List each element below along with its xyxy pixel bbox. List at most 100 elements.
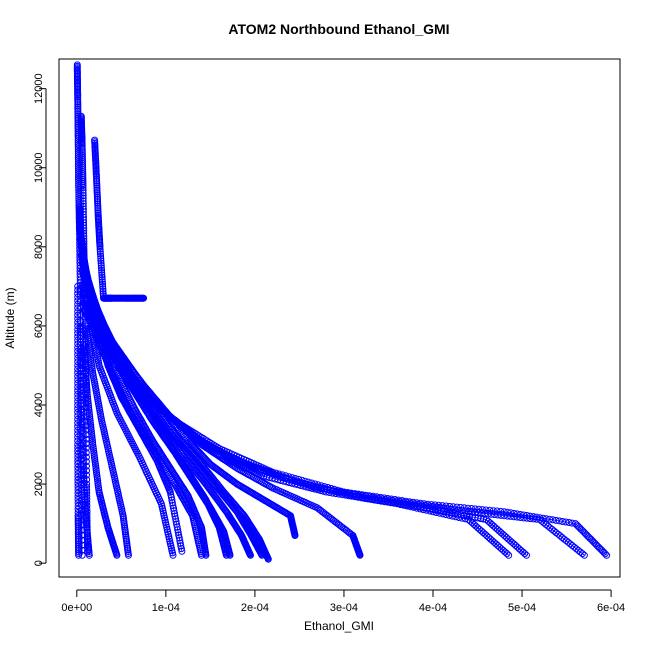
data-point <box>327 484 335 492</box>
data-point <box>74 369 82 377</box>
data-point <box>344 489 352 496</box>
y-tick-label: 6000 <box>33 314 45 338</box>
data-point <box>74 293 82 301</box>
data-point <box>75 188 83 196</box>
data-point <box>486 506 494 514</box>
data-point <box>74 509 82 516</box>
data-point <box>414 500 422 508</box>
data-point <box>482 506 490 514</box>
data-point <box>98 273 106 281</box>
data-point <box>347 489 355 497</box>
data-point <box>388 496 396 504</box>
x-tick-label: 0e+00 <box>61 602 92 614</box>
data-point <box>464 504 472 512</box>
data-point <box>77 332 84 340</box>
y-tick-label: 0 <box>33 560 45 566</box>
data-point <box>324 484 332 491</box>
data-point <box>75 190 83 198</box>
data-point <box>391 496 399 503</box>
data-point <box>83 391 91 399</box>
data-point <box>78 551 86 559</box>
data-point <box>435 501 443 509</box>
data-point <box>355 490 362 498</box>
data-point <box>75 182 83 190</box>
y-axis-label: Altitude (m) <box>3 287 17 348</box>
data-point <box>74 372 82 380</box>
data-point <box>99 283 107 290</box>
data-point <box>546 515 554 523</box>
data-point <box>96 250 104 258</box>
data-point <box>489 507 497 515</box>
data-point <box>362 491 370 499</box>
data-point <box>97 259 105 267</box>
data-point <box>99 285 107 293</box>
data-point <box>311 480 319 488</box>
data-point <box>87 421 95 429</box>
data-point <box>533 513 541 521</box>
data-point <box>98 278 106 286</box>
data-point <box>96 248 104 255</box>
data-point <box>79 180 87 188</box>
data-point <box>83 381 91 389</box>
data-point <box>74 401 82 409</box>
x-tick-label: 1e-04 <box>152 602 180 614</box>
data-point <box>74 160 82 168</box>
data-point <box>226 551 234 559</box>
data-point <box>542 515 550 523</box>
data-point <box>340 488 348 496</box>
data-point <box>424 500 432 508</box>
data-point <box>529 513 537 521</box>
data-point <box>177 545 185 553</box>
data-point <box>601 550 609 558</box>
data-point <box>282 472 290 480</box>
data-point <box>399 498 407 506</box>
y-tick-label: 10000 <box>33 152 45 183</box>
x-tick-label: 2e-04 <box>241 602 269 614</box>
data-point <box>79 194 87 202</box>
data-point <box>98 271 106 279</box>
data-point <box>84 397 92 405</box>
data-point <box>442 502 450 510</box>
data-point <box>269 468 277 476</box>
data-point <box>74 304 82 312</box>
data-point <box>81 491 89 499</box>
data-point <box>97 264 105 272</box>
data-point <box>188 510 196 518</box>
data-point <box>74 290 82 298</box>
data-point <box>80 474 88 482</box>
data-point <box>85 406 93 414</box>
data-point <box>79 467 87 475</box>
data-point <box>559 518 566 525</box>
data-point <box>81 495 89 503</box>
data-point <box>86 413 94 420</box>
data-point <box>74 496 82 503</box>
data-point <box>87 423 95 431</box>
data-point <box>83 379 90 387</box>
data-point <box>79 457 87 465</box>
data-point <box>98 269 106 276</box>
data-point <box>81 498 89 506</box>
data-point <box>438 502 446 510</box>
data-point <box>387 495 395 503</box>
data-point <box>79 182 87 189</box>
data-point <box>98 266 106 274</box>
data-point <box>395 498 403 505</box>
data-point <box>330 485 338 493</box>
plot-frame <box>58 58 621 578</box>
y-tick-label: 4000 <box>33 393 45 417</box>
data-point <box>453 503 461 511</box>
data-point <box>358 491 366 499</box>
x-tick-label: 3e-04 <box>330 602 358 614</box>
data-point <box>417 499 424 507</box>
data-point <box>395 496 403 504</box>
data-point <box>171 510 178 518</box>
data-point <box>369 492 377 500</box>
data-point <box>74 419 82 427</box>
data-point <box>81 500 89 508</box>
y-tick-label: 12000 <box>33 73 45 104</box>
data-point <box>329 487 337 495</box>
data-point <box>81 363 89 371</box>
data-point <box>113 551 121 559</box>
data-point <box>565 519 573 526</box>
data-point <box>82 377 90 385</box>
